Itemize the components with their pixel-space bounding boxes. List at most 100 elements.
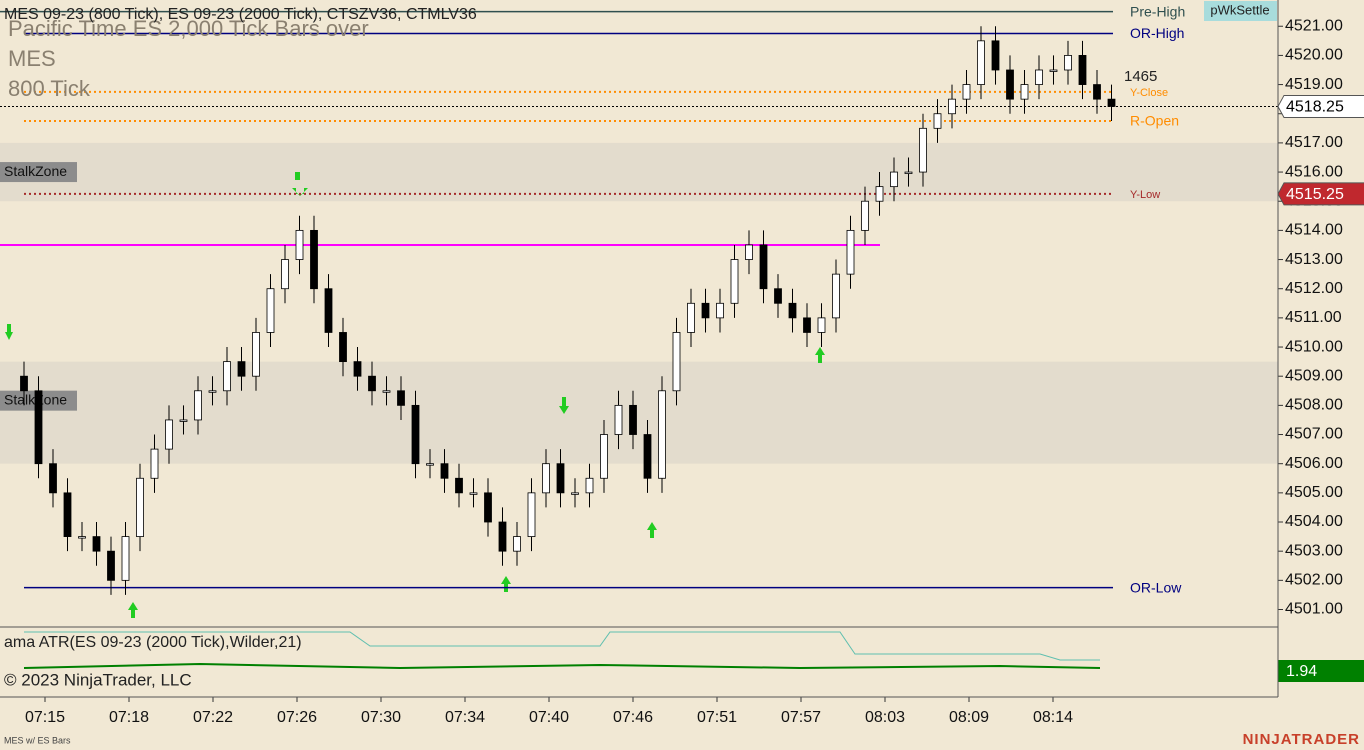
price-badge: [1277, 182, 1364, 206]
candle-body: [875, 186, 884, 202]
price-badge-label: 4515.25: [1286, 186, 1344, 203]
y-tick-label: 4513.00: [1285, 251, 1343, 268]
level-label: R-Open: [1130, 113, 1179, 129]
candle-body: [469, 492, 478, 495]
candle-body: [49, 463, 57, 494]
candle-body: [339, 332, 347, 363]
candle-body: [484, 492, 492, 523]
candle-body: [1006, 69, 1014, 100]
candle-body: [788, 302, 797, 319]
stalk-zone: [0, 361, 1278, 464]
x-tick-label: 07:34: [445, 709, 485, 726]
candle-body: [455, 477, 463, 494]
y-tick-label: 4509.00: [1285, 367, 1343, 384]
candle-body: [440, 463, 449, 479]
y-tick-label: 4520.00: [1285, 47, 1343, 64]
candle-body: [1093, 84, 1101, 100]
x-tick-label: 08:09: [949, 709, 989, 726]
y-tick-label: 4501.00: [1285, 601, 1343, 618]
candle-body: [382, 390, 391, 393]
candle-body: [426, 463, 434, 466]
x-tick-label: 07:40: [529, 709, 569, 726]
candle-body: [687, 302, 695, 333]
x-tick-label: 08:03: [865, 709, 905, 726]
candle-body: [63, 492, 72, 537]
candle-body: [1020, 84, 1029, 100]
zone-label: StalkZone: [4, 163, 67, 179]
candle-body: [629, 404, 637, 435]
level-label: Pre-High: [1130, 3, 1185, 19]
candle-body: [759, 244, 768, 290]
indicator-value: 1.94: [1286, 663, 1317, 680]
y-tick-label: 4508.00: [1285, 397, 1343, 414]
candle-body: [92, 536, 101, 552]
indicator-badge: [1278, 660, 1364, 682]
y-tick-label: 4506.00: [1285, 455, 1343, 472]
candle-body: [745, 244, 753, 260]
x-tick-label: 07:18: [109, 709, 149, 726]
corner-badge: [1204, 1, 1277, 21]
x-tick-label: 07:30: [361, 709, 401, 726]
candle-body: [78, 536, 86, 539]
candle-body: [237, 361, 246, 377]
candle-body: [730, 259, 739, 304]
candle-body: [716, 302, 724, 319]
candle-body: [1064, 55, 1072, 71]
y-tick-label: 4517.00: [1285, 134, 1343, 151]
logo: NINJATRADER: [1243, 731, 1360, 748]
x-tick-label: 08:14: [1033, 709, 1073, 726]
candle-body: [310, 229, 318, 290]
candle-body: [1107, 98, 1116, 107]
candle-body: [295, 229, 304, 260]
candle-body: [121, 536, 130, 581]
candle-body: [179, 419, 188, 422]
atr-band: [24, 631, 1100, 661]
candle-body: [324, 288, 333, 333]
candle-body: [904, 171, 913, 174]
candle-body: [890, 171, 898, 188]
candle-body: [672, 332, 681, 392]
y-tick-label: 4519.00: [1285, 76, 1343, 93]
chart-title: MES 09-23 (800 Tick), ES 09-23 (2000 Tic…: [4, 6, 477, 23]
candle-body: [223, 361, 231, 392]
candle-body: [1078, 55, 1087, 85]
candle-body: [527, 492, 536, 537]
candle-body: [817, 317, 826, 333]
y-tick-label: 4503.00: [1285, 542, 1343, 559]
y-tick-label: 4502.00: [1285, 572, 1343, 589]
candle-body: [600, 434, 608, 479]
candle-body: [20, 375, 28, 392]
candle-body: [701, 302, 710, 319]
candle-body: [411, 404, 420, 465]
candle-body: [832, 273, 840, 319]
candle-body: [585, 477, 594, 494]
y-tick-label: 4514.00: [1285, 222, 1343, 239]
candle-body: [353, 361, 362, 377]
footer-label: MES w/ ES Bars: [4, 735, 71, 745]
candle-body: [368, 375, 376, 392]
candle-body: [614, 404, 623, 435]
copyright: © 2023 NinjaTrader, LLC: [4, 670, 192, 689]
candle-body: [281, 259, 289, 290]
watermark: Pacific Time ES 2,000 Tick Bars over: [8, 16, 369, 41]
atr-line: [23, 662, 1101, 670]
signal-arrows: [5, 172, 825, 618]
y-tick-label: 4512.00: [1285, 280, 1343, 297]
candle-body: [977, 40, 985, 85]
x-tick-label: 07:57: [781, 709, 821, 726]
candle-body: [861, 200, 869, 231]
candle-body: [34, 390, 43, 465]
candle-body: [571, 492, 579, 495]
y-tick-label: 4505.00: [1285, 484, 1343, 501]
indicator-title: ama ATR(ES 09-23 (2000 Tick),Wilder,21): [4, 634, 302, 651]
x-tick-label: 07:51: [697, 709, 737, 726]
candle-body: [658, 390, 666, 479]
corner-label: pWkSettle: [1210, 2, 1269, 17]
level-label: Y-Low: [1130, 189, 1160, 201]
candle-body: [556, 463, 565, 494]
price-badge-label: 4518.25: [1286, 99, 1344, 116]
candle-body: [266, 288, 275, 333]
candle-body: [643, 434, 652, 479]
candle-body: [1035, 69, 1043, 85]
y-tick-label: 4521.00: [1285, 17, 1343, 34]
